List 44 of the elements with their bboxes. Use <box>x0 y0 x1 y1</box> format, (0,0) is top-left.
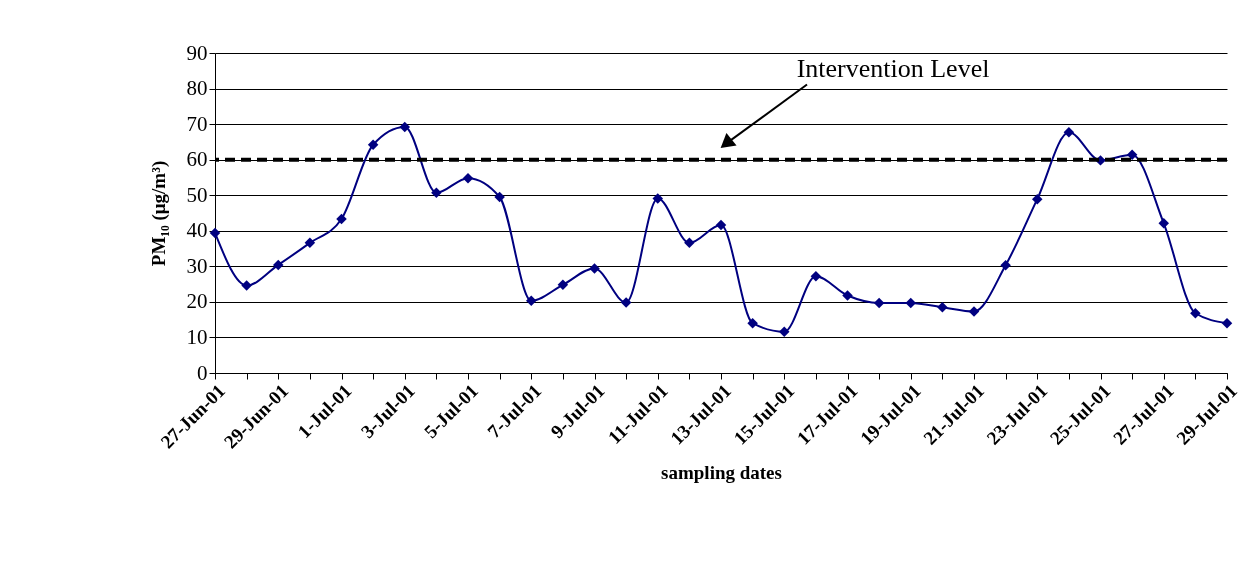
point <box>1190 308 1201 319</box>
point <box>684 237 695 249</box>
point <box>1221 317 1233 329</box>
point <box>273 259 284 271</box>
y-tick-label: 70 <box>186 111 208 136</box>
y-tick-label: 50 <box>186 182 208 207</box>
point <box>589 263 600 274</box>
y-tick-label: 20 <box>186 289 208 314</box>
ref-line-label: Intervention Level <box>796 54 990 84</box>
point <box>526 295 537 307</box>
x-axis-title: sampling dates <box>661 462 782 484</box>
point <box>336 213 347 225</box>
point <box>399 121 410 133</box>
y-tick-label: 90 <box>186 40 208 65</box>
point <box>431 187 442 198</box>
point <box>462 172 474 184</box>
point <box>620 297 632 308</box>
point <box>810 271 822 282</box>
y-axis-title: PM₁₀ (μg/m³) <box>147 160 170 267</box>
point <box>747 317 758 329</box>
point <box>1063 127 1075 138</box>
point <box>937 301 948 313</box>
point <box>715 219 727 231</box>
point <box>905 297 916 309</box>
point <box>652 193 663 204</box>
y-tick-label: 80 <box>186 76 208 101</box>
point <box>1126 149 1138 160</box>
point <box>304 237 316 249</box>
y-tick-label: 0 <box>197 360 208 385</box>
point <box>494 191 505 203</box>
point <box>557 279 569 291</box>
point <box>1032 193 1043 205</box>
point <box>1158 218 1169 229</box>
y-tick-label: 30 <box>186 253 208 278</box>
y-tick-label: 40 <box>186 218 208 243</box>
point <box>779 326 790 337</box>
point <box>968 306 980 317</box>
point <box>1000 260 1011 271</box>
point <box>241 280 252 291</box>
point <box>873 297 885 309</box>
y-tick-label: 60 <box>186 147 208 172</box>
point <box>842 290 853 301</box>
point <box>367 139 379 150</box>
y-tick-label: 10 <box>186 324 208 349</box>
